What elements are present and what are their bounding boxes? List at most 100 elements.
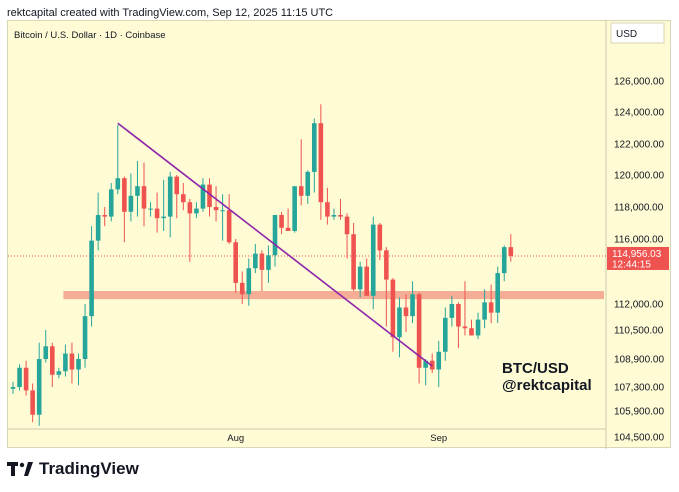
candle-down	[456, 304, 461, 327]
candle-up	[161, 216, 166, 219]
candlestick-chart[interactable]: Bitcoin / U.S. Dollar · 1D · Coinbase USD…	[8, 21, 672, 449]
support-zone	[63, 291, 604, 300]
candle-up	[312, 123, 317, 172]
candle-up	[56, 371, 62, 375]
candle-down	[141, 186, 147, 209]
chart-header-credit: rektcapital created with TradingView.com…	[7, 7, 334, 19]
candle-down	[213, 207, 219, 211]
candle-down	[364, 266, 369, 296]
candle-down	[279, 215, 284, 228]
y-tick-label: 116,000.00	[614, 235, 664, 246]
candle-down	[416, 294, 422, 368]
candle-down	[174, 176, 180, 195]
candle-up	[501, 247, 507, 274]
candle-down	[344, 216, 350, 235]
candle-down	[69, 353, 75, 370]
tradingview-logo-icon	[7, 462, 33, 476]
candle-up	[89, 240, 94, 317]
candle-up	[108, 189, 114, 217]
candle-up	[475, 319, 481, 336]
candle-up	[449, 304, 455, 318]
candle-up	[135, 186, 140, 196]
y-tick-label: 105,900.00	[614, 407, 664, 418]
y-tick-label: 126,000.00	[614, 77, 664, 88]
tradingview-brand-text: TradingView	[39, 459, 139, 478]
candle-down	[122, 178, 127, 212]
chart-frame[interactable]: Bitcoin / U.S. Dollar · 1D · Coinbase USD…	[7, 20, 672, 449]
candle-down	[102, 215, 107, 217]
tradingview-logo: TradingView	[7, 459, 139, 479]
candle-up	[266, 255, 271, 270]
candle-down	[239, 282, 245, 295]
candle-down	[377, 224, 383, 251]
candle-down	[403, 307, 409, 317]
y-tick-label: 112,000.00	[614, 300, 664, 311]
last-price-badge	[607, 246, 669, 270]
candle-up	[443, 317, 448, 352]
candle-down	[338, 215, 343, 217]
candle-down	[469, 328, 474, 336]
candle-down	[233, 242, 238, 283]
candle-up	[272, 215, 278, 256]
candle-up	[43, 346, 49, 359]
y-tick-label: 120,000.00	[614, 171, 664, 182]
candle-up	[76, 359, 81, 370]
y-tick-label: 110,500.00	[614, 326, 664, 337]
candle-down	[30, 390, 35, 415]
candle-up	[10, 387, 16, 389]
candle-down	[384, 250, 389, 280]
currency-box	[610, 22, 665, 44]
candle-down	[318, 123, 324, 203]
candle-down	[259, 253, 265, 270]
candle-up	[63, 353, 68, 372]
candle-down	[154, 208, 160, 219]
candle-up	[200, 184, 206, 209]
candle-down	[508, 247, 514, 256]
candle-up	[331, 215, 337, 217]
candle-up	[253, 253, 258, 269]
candle-up	[194, 208, 199, 214]
candle-down	[187, 202, 193, 214]
candle-up	[246, 268, 252, 295]
candle-up	[357, 266, 363, 290]
candle-down	[298, 186, 304, 196]
y-tick-label: 108,900.00	[614, 355, 664, 366]
y-tick-label: 107,300.00	[614, 383, 664, 394]
currency-label: USD	[616, 29, 637, 40]
candle-up	[292, 186, 297, 231]
candle-up	[148, 208, 153, 210]
candle-down	[181, 194, 186, 203]
candle-up	[36, 359, 42, 415]
candle-up	[115, 178, 121, 190]
candle-up	[410, 294, 415, 317]
candle-up	[482, 302, 487, 320]
candle-up	[220, 210, 225, 212]
candle-down	[207, 184, 212, 207]
chart-annotation: BTC/USD	[502, 360, 569, 377]
y-tick-label: 122,000.00	[614, 140, 664, 151]
last-price-value: 114,956.03	[612, 249, 662, 260]
downtrend-line	[117, 122, 433, 367]
x-tick-label: Aug	[227, 433, 244, 444]
chart-title: Bitcoin / U.S. Dollar · 1D · Coinbase	[14, 30, 166, 41]
y-tick-label: 104,500.00	[614, 433, 664, 444]
candle-up	[370, 224, 376, 296]
candle-down	[285, 227, 291, 231]
candle-up	[397, 307, 402, 338]
candle-up	[167, 176, 173, 217]
x-tick-label: Sep	[430, 433, 447, 444]
candle-up	[305, 171, 311, 196]
chart-annotation: @rektcapital	[502, 377, 592, 394]
candle-up	[82, 316, 88, 359]
candle-up	[17, 367, 22, 387]
y-tick-label: 124,000.00	[614, 108, 664, 119]
candle-up	[495, 273, 500, 313]
candle-down	[351, 234, 356, 290]
candle-down	[23, 367, 29, 391]
candle-down	[390, 279, 396, 338]
candle-down	[462, 326, 468, 329]
candle-down	[488, 302, 494, 313]
candle-down	[325, 202, 330, 217]
candle-up	[436, 351, 442, 370]
candle-down	[50, 346, 55, 375]
